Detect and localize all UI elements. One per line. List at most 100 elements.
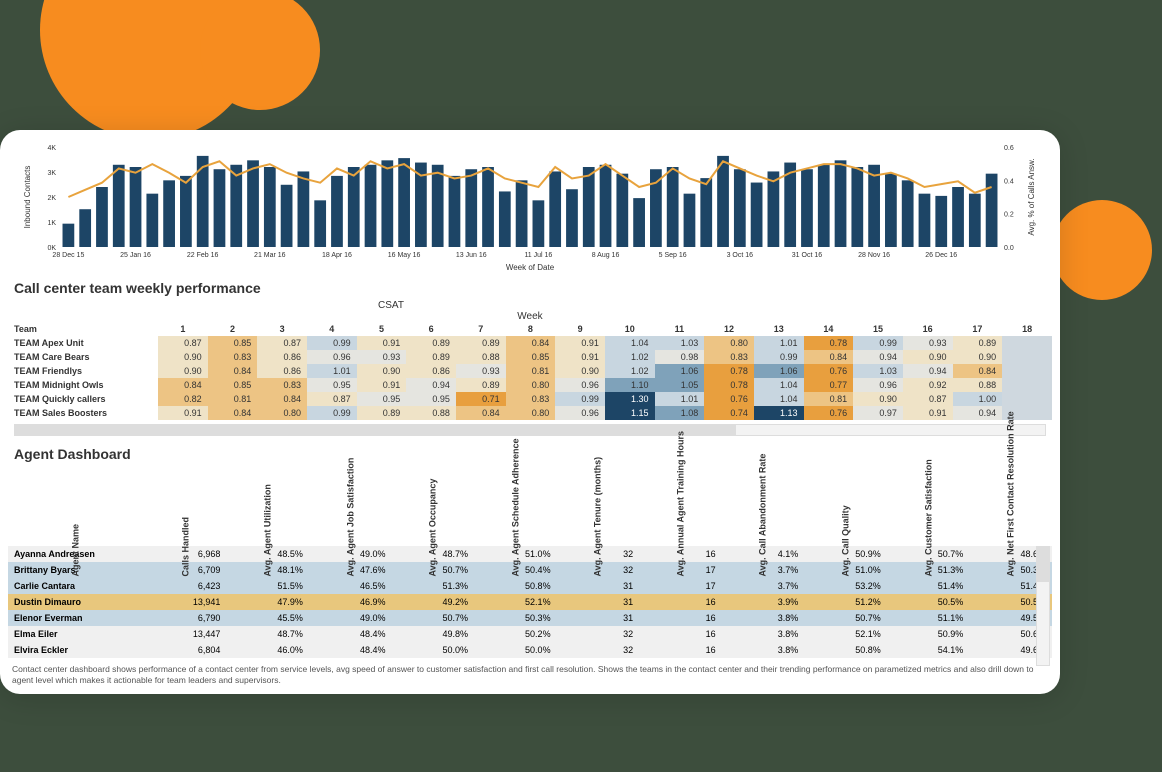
heatmap-cell[interactable]: 0.91 <box>555 350 605 364</box>
heatmap-cell[interactable]: 0.87 <box>903 392 953 406</box>
heatmap-cell[interactable]: 0.99 <box>555 392 605 406</box>
heatmap-cell[interactable] <box>1002 336 1052 350</box>
heatmap-cell[interactable]: 0.81 <box>506 364 556 378</box>
heatmap-cell[interactable]: 0.85 <box>506 350 556 364</box>
heatmap-cell[interactable]: 0.84 <box>804 350 854 364</box>
heatmap-cell[interactable]: 0.84 <box>257 392 307 406</box>
heatmap-cell[interactable]: 1.04 <box>754 378 804 392</box>
heatmap-cell[interactable]: 0.89 <box>456 378 506 392</box>
heatmap-cell[interactable]: 0.90 <box>555 364 605 378</box>
heatmap-cell[interactable]: 0.84 <box>953 364 1003 378</box>
heatmap-cell[interactable]: 0.86 <box>257 350 307 364</box>
agent-column-header[interactable]: Avg. Net First Contact Resolution Rate <box>969 466 1052 546</box>
heatmap-cell[interactable]: 0.76 <box>804 406 854 420</box>
heatmap-cell[interactable]: 0.94 <box>406 378 456 392</box>
heatmap-cell[interactable] <box>1002 392 1052 406</box>
heatmap-cell[interactable]: 0.97 <box>853 406 903 420</box>
agent-column-header[interactable]: Avg. Annual Agent Training Hours <box>639 466 722 546</box>
heatmap-cell[interactable]: 0.99 <box>307 406 357 420</box>
heatmap-cell[interactable]: 0.90 <box>158 350 208 364</box>
heatmap-cell[interactable]: 1.01 <box>655 392 705 406</box>
heatmap-cell[interactable]: 0.88 <box>406 406 456 420</box>
heatmap-cell[interactable]: 0.93 <box>357 350 407 364</box>
heatmap-cell[interactable]: 0.92 <box>903 378 953 392</box>
agent-name[interactable]: Elma Eiler <box>8 626 144 642</box>
heatmap-cell[interactable]: 0.84 <box>208 406 258 420</box>
heatmap-cell[interactable]: 0.87 <box>158 336 208 350</box>
heatmap-cell[interactable]: 1.01 <box>754 336 804 350</box>
heatmap-cell[interactable]: 0.82 <box>158 392 208 406</box>
heatmap-cell[interactable]: 0.89 <box>406 336 456 350</box>
heatmap-cell[interactable]: 0.84 <box>158 378 208 392</box>
heatmap-cell[interactable]: 0.94 <box>903 364 953 378</box>
heatmap-cell[interactable]: 0.89 <box>953 336 1003 350</box>
heatmap-cell[interactable]: 0.91 <box>158 406 208 420</box>
heatmap-cell[interactable]: 1.13 <box>754 406 804 420</box>
agent-column-header[interactable]: Agent Name <box>8 466 144 546</box>
heatmap-cell[interactable]: 0.78 <box>804 336 854 350</box>
heatmap-cell[interactable]: 0.90 <box>158 364 208 378</box>
heatmap-cell[interactable]: 1.02 <box>605 364 655 378</box>
heatmap-cell[interactable]: 0.94 <box>853 350 903 364</box>
heatmap-cell[interactable]: 0.98 <box>655 350 705 364</box>
agent-scrollbar[interactable] <box>1036 546 1050 666</box>
heatmap-cell[interactable]: 0.86 <box>406 364 456 378</box>
team-name[interactable]: TEAM Midnight Owls <box>8 378 158 392</box>
heatmap-cell[interactable]: 0.80 <box>257 406 307 420</box>
agent-column-header[interactable]: Avg. Agent Tenure (months) <box>557 466 640 546</box>
heatmap-cell[interactable]: 1.06 <box>754 364 804 378</box>
heatmap-cell[interactable]: 0.96 <box>853 378 903 392</box>
heatmap-cell[interactable]: 0.99 <box>853 336 903 350</box>
heatmap-cell[interactable]: 0.76 <box>804 364 854 378</box>
heatmap-cell[interactable]: 1.04 <box>754 392 804 406</box>
heatmap-cell[interactable]: 0.91 <box>357 336 407 350</box>
heatmap-cell[interactable]: 0.84 <box>456 406 506 420</box>
agent-name[interactable]: Elenor Everman <box>8 610 144 626</box>
heatmap-cell[interactable]: 1.01 <box>307 364 357 378</box>
heatmap-cell[interactable]: 0.83 <box>506 392 556 406</box>
heatmap-cell[interactable]: 0.95 <box>406 392 456 406</box>
heatmap-cell[interactable]: 0.91 <box>903 406 953 420</box>
heatmap-cell[interactable]: 0.80 <box>704 336 754 350</box>
agent-name[interactable]: Dustin Dimauro <box>8 594 144 610</box>
heatmap-cell[interactable]: 0.78 <box>704 364 754 378</box>
heatmap-cell[interactable]: 1.04 <box>605 336 655 350</box>
agent-column-header[interactable]: Avg. Customer Satisfaction <box>887 466 970 546</box>
heatmap-cell[interactable]: 0.78 <box>704 378 754 392</box>
heatmap-cell[interactable]: 1.05 <box>655 378 705 392</box>
heatmap-cell[interactable]: 0.85 <box>208 336 258 350</box>
agent-column-header[interactable]: Avg. Agent Schedule Adherence <box>474 466 557 546</box>
heatmap-cell[interactable]: 0.93 <box>903 336 953 350</box>
heatmap-cell[interactable]: 0.83 <box>704 350 754 364</box>
heatmap-cell[interactable]: 0.81 <box>208 392 258 406</box>
heatmap-cell[interactable]: 0.89 <box>406 350 456 364</box>
heatmap-cell[interactable]: 0.83 <box>257 378 307 392</box>
heatmap-cell[interactable] <box>1002 364 1052 378</box>
agent-name[interactable]: Elvira Eckler <box>8 642 144 658</box>
heatmap-cell[interactable]: 1.03 <box>655 336 705 350</box>
team-name[interactable]: TEAM Friendlys <box>8 364 158 378</box>
agent-column-header[interactable]: Avg. Agent Job Satisfaction <box>309 466 392 546</box>
heatmap-cell[interactable]: 0.80 <box>506 378 556 392</box>
heatmap-cell[interactable]: 0.96 <box>555 378 605 392</box>
heatmap-cell[interactable]: 0.88 <box>953 378 1003 392</box>
heatmap-cell[interactable]: 0.89 <box>357 406 407 420</box>
team-name[interactable]: TEAM Sales Boosters <box>8 406 158 420</box>
team-name[interactable]: TEAM Apex Unit <box>8 336 158 350</box>
heatmap-cell[interactable]: 0.81 <box>804 392 854 406</box>
heatmap-cell[interactable]: 0.96 <box>555 406 605 420</box>
heatmap-cell[interactable]: 0.90 <box>953 350 1003 364</box>
heatmap-cell[interactable]: 0.71 <box>456 392 506 406</box>
heatmap-cell[interactable]: 1.03 <box>853 364 903 378</box>
agent-column-header[interactable]: Calls Handled <box>144 466 227 546</box>
heatmap-cell[interactable]: 0.87 <box>307 392 357 406</box>
heatmap-cell[interactable]: 0.88 <box>456 350 506 364</box>
heatmap-cell[interactable]: 0.96 <box>307 350 357 364</box>
heatmap-cell[interactable]: 1.15 <box>605 406 655 420</box>
heatmap-cell[interactable]: 0.85 <box>208 378 258 392</box>
team-name[interactable]: TEAM Quickly callers <box>8 392 158 406</box>
heatmap-cell[interactable]: 0.95 <box>307 378 357 392</box>
heatmap-cell[interactable]: 0.91 <box>555 336 605 350</box>
heatmap-cell[interactable]: 0.90 <box>853 392 903 406</box>
heatmap-cell[interactable]: 1.02 <box>605 350 655 364</box>
